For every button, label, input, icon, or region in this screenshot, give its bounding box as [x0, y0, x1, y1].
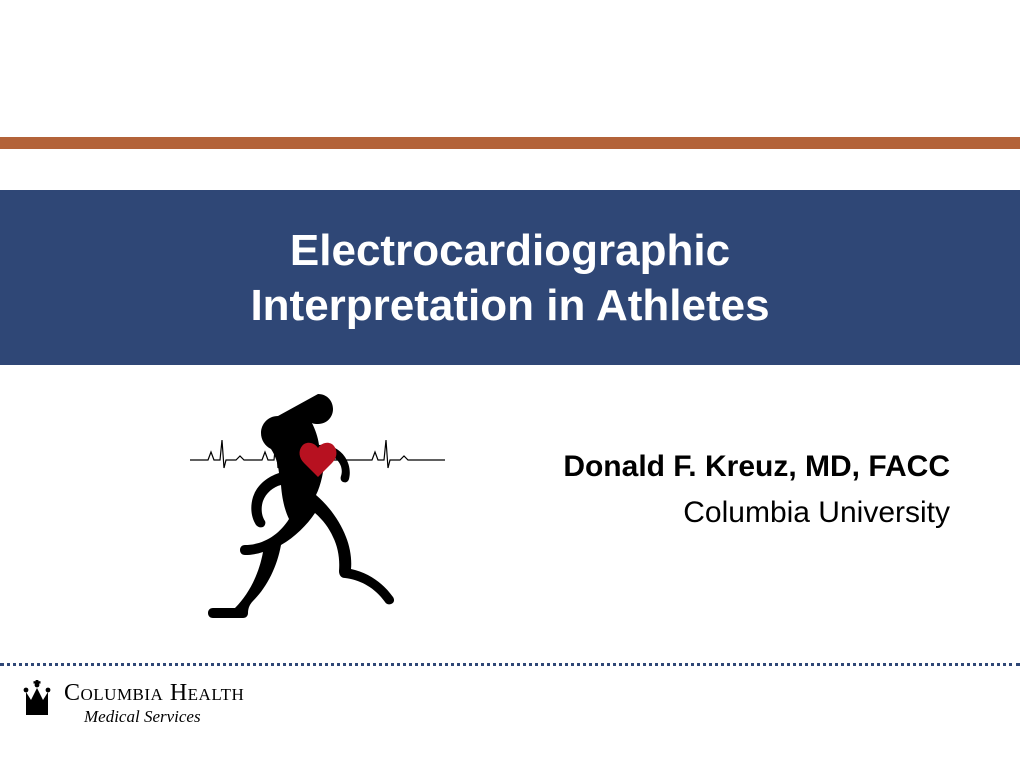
title-line-2: Interpretation in Athletes: [250, 278, 769, 333]
title-band: Electrocardiographic Interpretation in A…: [0, 190, 1020, 365]
runner-silhouette-icon: [208, 394, 394, 618]
author-name: Donald F. Kreuz, MD, FACC: [563, 450, 950, 484]
author-block: Donald F. Kreuz, MD, FACC Columbia Unive…: [563, 450, 950, 530]
title-line-1: Electrocardiographic: [290, 223, 730, 278]
footer-logo-text: Columbia Health Medical Services: [64, 680, 244, 727]
footer-org-sub: Medical Services: [84, 707, 244, 727]
footer-org-name: Columbia Health: [64, 680, 244, 707]
footer-logo: Columbia Health Medical Services: [20, 680, 244, 727]
accent-bar: [0, 137, 1020, 149]
runner-ecg-svg: [190, 380, 450, 640]
slide: Electrocardiographic Interpretation in A…: [0, 0, 1020, 765]
runner-ecg-graphic: [190, 380, 450, 640]
author-affiliation: Columbia University: [563, 496, 950, 530]
crown-icon: [20, 680, 54, 720]
footer-divider: [0, 663, 1020, 666]
